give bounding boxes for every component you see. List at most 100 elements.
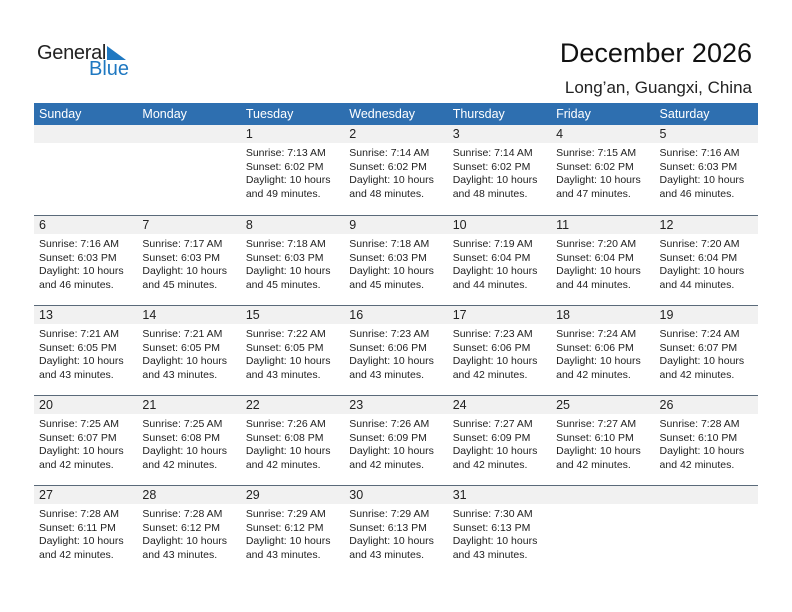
sunrise-text: Sunrise: 7:18 AM <box>349 238 430 250</box>
sunset-text: Sunset: 6:03 PM <box>245 251 324 264</box>
sunrise-text: Sunrise: 7:29 AM <box>349 508 430 520</box>
sunrise-text: Sunrise: 7:25 AM <box>142 418 223 430</box>
day-number-row: 13 14 15 16 17 18 19 <box>34 306 758 324</box>
day-info <box>34 143 137 201</box>
sunrise-text: Sunrise: 7:19 AM <box>452 238 533 250</box>
daylight-text: Daylight: 10 hours <box>452 174 538 186</box>
day-info-row: Sunrise: 7:21 AM Sunset: 6:05 PM Daylight:… <box>34 324 758 382</box>
day-info: Sunrise: 7:26 AM Sunset: 6:08 PM Daylight:… <box>241 414 344 472</box>
daylight-text: Daylight: 10 hours <box>245 174 331 186</box>
day-number: 21 <box>142 398 157 412</box>
daylight-text: Daylight: 10 hours <box>556 265 641 277</box>
day-number: 9 <box>349 218 357 232</box>
daylight-text: Daylight: 10 hours <box>245 265 331 277</box>
weekday-friday: Friday <box>556 107 591 121</box>
daylight-text: Daylight: 10 hours <box>452 445 538 457</box>
day-number: 25 <box>556 398 571 412</box>
day-number: 18 <box>556 308 571 322</box>
minutes-text: and 43 minutes. <box>452 548 528 561</box>
logo-triangle-icon <box>107 46 126 60</box>
minutes-text: and 43 minutes. <box>349 548 424 561</box>
minutes-text: and 42 minutes. <box>245 458 321 471</box>
daylight-text: Daylight: 10 hours <box>349 174 434 186</box>
day-number: 26 <box>659 398 674 412</box>
daylight-text: Daylight: 10 hours <box>556 355 641 367</box>
sunset-text: Sunset: 6:13 PM <box>349 521 427 534</box>
sunset-text: Sunset: 6:02 PM <box>245 160 324 173</box>
day-number: 2 <box>349 127 357 141</box>
day-info: Sunrise: 7:27 AM Sunset: 6:09 PM Daylight:… <box>448 414 551 472</box>
calendar-grid: Sunday Monday Tuesday Wednesday Thursday Frid… <box>34 103 758 575</box>
sunset-text: Sunset: 6:12 PM <box>245 521 324 534</box>
daylight-text: Daylight: 10 hours <box>659 445 745 457</box>
minutes-text: and 45 minutes. <box>245 278 321 291</box>
sunset-text: Sunset: 6:05 PM <box>39 341 117 354</box>
minutes-text: and 48 minutes. <box>349 187 424 200</box>
day-info: Sunrise: 7:25 AM Sunset: 6:08 PM Daylight:… <box>137 414 240 472</box>
sunrise-text: Sunrise: 7:20 AM <box>556 238 637 250</box>
sunrise-text: Sunrise: 7:22 AM <box>245 328 326 340</box>
sunrise-text: Sunrise: 7:30 AM <box>452 508 533 520</box>
day-number: 6 <box>39 218 46 232</box>
sunset-text: Sunset: 6:13 PM <box>452 521 531 534</box>
minutes-text: and 42 minutes. <box>556 458 631 471</box>
sunrise-text: Sunrise: 7:28 AM <box>659 418 740 430</box>
minutes-text: and 42 minutes. <box>659 458 735 471</box>
daylight-text: Daylight: 10 hours <box>142 535 228 547</box>
sunrise-text: Sunrise: 7:21 AM <box>142 328 223 340</box>
day-number: 16 <box>349 308 364 322</box>
sunrise-text: Sunrise: 7:25 AM <box>39 418 119 430</box>
minutes-text: and 43 minutes. <box>349 368 424 381</box>
weekday-sunday: Sunday <box>39 107 82 121</box>
minutes-text: and 48 minutes. <box>452 187 528 200</box>
day-number-row: 6 7 8 9 10 11 12 <box>34 216 758 234</box>
day-number: 30 <box>349 488 364 502</box>
sunset-text: Sunset: 6:03 PM <box>142 251 221 264</box>
day-number <box>137 125 240 143</box>
day-info: Sunrise: 7:13 AM Sunset: 6:02 PM Daylight:… <box>241 143 344 201</box>
day-info: Sunrise: 7:18 AM Sunset: 6:03 PM Daylight:… <box>241 234 344 292</box>
minutes-text: and 44 minutes. <box>659 278 735 291</box>
sunset-text: Sunset: 6:06 PM <box>349 341 427 354</box>
day-number: 13 <box>39 308 53 322</box>
day-info <box>137 143 240 201</box>
sunset-text: Sunset: 6:03 PM <box>39 251 117 264</box>
sunset-text: Sunset: 6:05 PM <box>245 341 324 354</box>
minutes-text: and 46 minutes. <box>659 187 735 200</box>
day-info: Sunrise: 7:30 AM Sunset: 6:13 PM Daylight:… <box>448 504 551 562</box>
sunset-text: Sunset: 6:09 PM <box>349 431 427 444</box>
day-info: Sunrise: 7:18 AM Sunset: 6:03 PM Daylight:… <box>344 234 447 292</box>
daylight-text: Daylight: 10 hours <box>349 265 434 277</box>
day-number: 7 <box>142 218 150 232</box>
daylight-text: Daylight: 10 hours <box>659 355 745 367</box>
sunset-text: Sunset: 6:03 PM <box>659 160 738 173</box>
sunrise-text: Sunrise: 7:26 AM <box>349 418 430 430</box>
daylight-text: Daylight: 10 hours <box>659 265 745 277</box>
day-info: Sunrise: 7:29 AM Sunset: 6:12 PM Daylight:… <box>241 504 344 562</box>
sunset-text: Sunset: 6:12 PM <box>142 521 221 534</box>
sunrise-text: Sunrise: 7:14 AM <box>452 147 533 159</box>
sunrise-text: Sunrise: 7:26 AM <box>245 418 326 430</box>
minutes-text: and 42 minutes. <box>39 548 114 561</box>
sunrise-text: Sunrise: 7:13 AM <box>245 147 326 159</box>
daylight-text: Daylight: 10 hours <box>349 535 434 547</box>
daylight-text: Daylight: 10 hours <box>452 265 538 277</box>
day-info-row: Sunrise: 7:13 AM Sunset: 6:02 PM Daylight:… <box>34 143 758 201</box>
minutes-text: and 42 minutes. <box>556 368 631 381</box>
daylight-text: Daylight: 10 hours <box>452 355 538 367</box>
minutes-text: and 46 minutes. <box>39 278 114 291</box>
day-info: Sunrise: 7:19 AM Sunset: 6:04 PM Daylight:… <box>448 234 551 292</box>
week-row: 13 14 15 16 17 18 19 Sunrise: 7:21 AM Sunset: 6:… <box>34 305 758 395</box>
day-info: Sunrise: 7:23 AM Sunset: 6:06 PM Daylight:… <box>448 324 551 382</box>
sunset-text: Sunset: 6:04 PM <box>556 251 634 264</box>
minutes-text: and 42 minutes. <box>452 368 528 381</box>
sunset-text: Sunset: 6:08 PM <box>245 431 324 444</box>
day-info: Sunrise: 7:26 AM Sunset: 6:09 PM Daylight:… <box>344 414 447 472</box>
sunset-text: Sunset: 6:07 PM <box>659 341 738 354</box>
day-number: 14 <box>142 308 157 322</box>
day-info-row: Sunrise: 7:28 AM Sunset: 6:11 PM Daylight:… <box>34 504 758 562</box>
minutes-text: and 42 minutes. <box>39 458 114 471</box>
logo-blue-text: Blue <box>89 58 130 80</box>
day-number: 29 <box>245 488 260 502</box>
day-number-row: 20 21 22 23 24 25 26 <box>34 396 758 414</box>
